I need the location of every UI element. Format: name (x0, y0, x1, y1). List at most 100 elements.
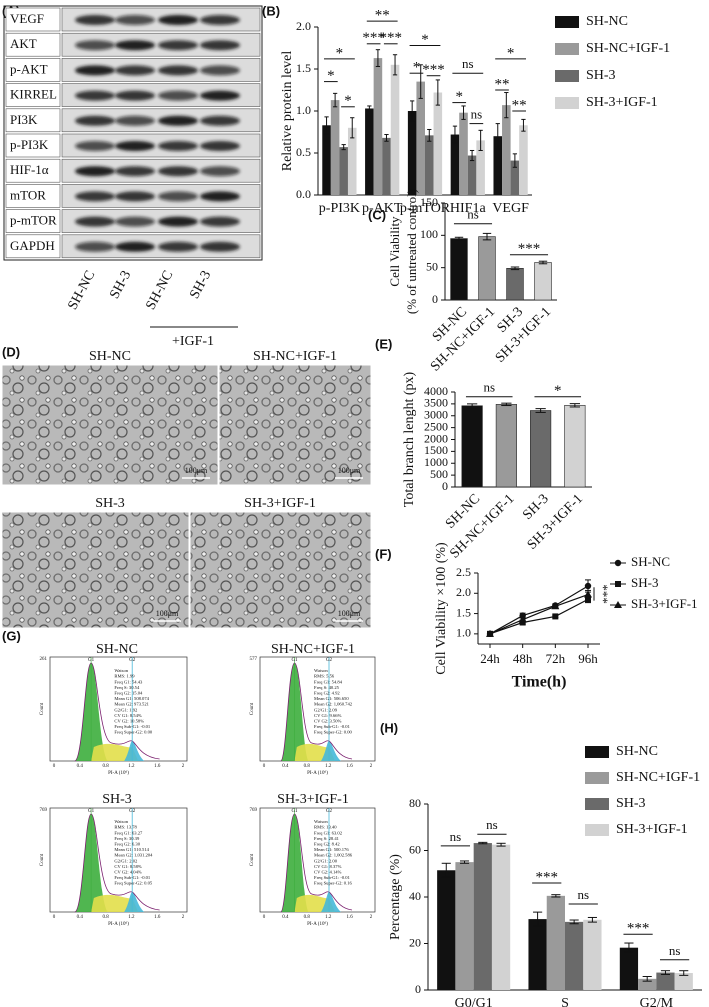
stats-text: Freq G1: 54.43 (114, 679, 143, 684)
bar (450, 134, 460, 195)
stats-text: G2/G1: 1.92 (114, 707, 138, 712)
y-tick-label: 2500 (424, 419, 448, 433)
x-tick-label: 0.8 (102, 764, 109, 769)
blot-band (115, 90, 155, 101)
x-tick-label: 0 (53, 915, 56, 920)
blot-band (158, 40, 198, 51)
significance-label: ns (462, 56, 474, 71)
blot-band (200, 241, 240, 252)
blot-band (115, 65, 155, 76)
stats-text: RMS: 5.56 (314, 674, 335, 679)
x-tick-label: 72h (546, 651, 566, 666)
panel-label: (G) (2, 628, 21, 643)
y-tick-label: 1.0 (456, 626, 471, 640)
error-bar (392, 54, 398, 76)
label-cell (5, 58, 61, 82)
stats-text: Mean G2: 1,060.742 (314, 702, 353, 708)
x-axis-label: PI-A (10⁶) (307, 770, 328, 776)
y-tick-label: 2.0 (456, 585, 471, 599)
error-bar (384, 134, 389, 142)
bar (583, 919, 602, 990)
y-max-label: 577 (250, 657, 258, 662)
y-max-label: 769 (40, 808, 48, 813)
significance-label: *** (518, 241, 541, 257)
stats-text: Freq Sub-G1: -0.01 (314, 875, 351, 880)
stats-text: Freq S: 30.39 (114, 836, 140, 841)
error-bar (482, 232, 492, 241)
x-tick-label: 2 (370, 915, 373, 920)
error-bar (478, 129, 483, 151)
stats-text: Freq G1: 63.02 (314, 830, 343, 835)
protein-label: VEGF (10, 11, 44, 26)
error-bar (466, 403, 478, 409)
y-tick-label: 150 (420, 195, 438, 209)
x-axis-label: PI-A (10⁶) (108, 770, 129, 776)
stats-text: Mean G2: 1,031.204 (114, 853, 153, 859)
lane-label: SH-NC (143, 268, 176, 312)
significance-label: *** (422, 62, 445, 78)
stats-text: Watson (114, 668, 128, 673)
bar (461, 405, 483, 488)
x-tick-label: 0.4 (77, 915, 84, 920)
blot-band (115, 241, 155, 252)
blot-frame (3, 5, 263, 261)
legend-swatch (585, 798, 609, 810)
error-bar (478, 841, 488, 845)
stats-text: Freq S: 30.54 (114, 685, 140, 690)
blot-band (75, 216, 115, 227)
stats-text: RMS: 13.40 (314, 825, 337, 830)
y-tick-label: 100 (420, 227, 438, 241)
x-tick-label: 1.6 (154, 764, 161, 769)
bar (365, 108, 374, 195)
x-tick-label: 1.2 (325, 764, 332, 769)
x-tick-label: 0 (53, 764, 56, 769)
y-axis-label: Percentage (%) (388, 854, 403, 940)
stats-text: CV G2: 4.14% (314, 869, 342, 874)
stats-text: Freq G2: 8.42 (314, 841, 340, 846)
legend-label: SH-3+IGF-1 (586, 95, 658, 110)
bar (502, 105, 511, 195)
blot-band (115, 141, 155, 151)
stats-text: Freq G2: 15.04 (114, 690, 143, 695)
blot-band (75, 115, 115, 126)
protein-label: AKT (10, 36, 37, 51)
stats-text: Watson (314, 819, 328, 824)
bar (467, 155, 477, 195)
bar (530, 410, 552, 488)
protein-label: p-AKT (10, 61, 48, 76)
histogram-outline (74, 662, 160, 762)
error-bar (496, 842, 506, 847)
stats-text: Mean G2: 1,002.586 (314, 853, 353, 859)
x-tick-label: p-PI3K (319, 201, 360, 216)
y-tick-label: 0 (432, 292, 438, 306)
marker (614, 601, 622, 608)
significance-label: *** (596, 584, 611, 604)
bar (534, 262, 552, 301)
micrograph-title: SH-3+IGF-1 (244, 496, 316, 511)
error-bar (535, 408, 546, 413)
treatment-label: +IGF-1 (172, 334, 214, 349)
blot-band (200, 141, 240, 151)
legend-label: SH-3 (586, 68, 616, 83)
scale-bar-label: 100μm (338, 466, 361, 475)
micrograph (218, 364, 372, 486)
y-axis-label: Cell Viability (387, 216, 402, 287)
legend-label: SH-NC (616, 744, 658, 759)
peak-label: G1 (88, 658, 95, 663)
lane-label: SH-3 (187, 268, 214, 301)
blot-band (158, 90, 198, 101)
series-line (489, 593, 589, 635)
stats-text: Freq S: 28.41 (314, 836, 340, 841)
y-tick-label: 3500 (424, 396, 448, 410)
label-cell (5, 209, 61, 233)
y-tick-label: 40 (409, 889, 421, 903)
legend-swatch (555, 70, 579, 82)
panel-label: (H) (380, 720, 398, 735)
x-tick-label: 1.6 (346, 764, 353, 769)
y-tick-label: 0.5 (296, 145, 311, 159)
x-tick-label: G0/G1 (455, 996, 493, 1007)
panel-label: (B) (262, 3, 280, 18)
blot-band (115, 15, 155, 25)
legend-swatch (585, 824, 609, 836)
x-tick-label: 1.2 (128, 915, 135, 920)
